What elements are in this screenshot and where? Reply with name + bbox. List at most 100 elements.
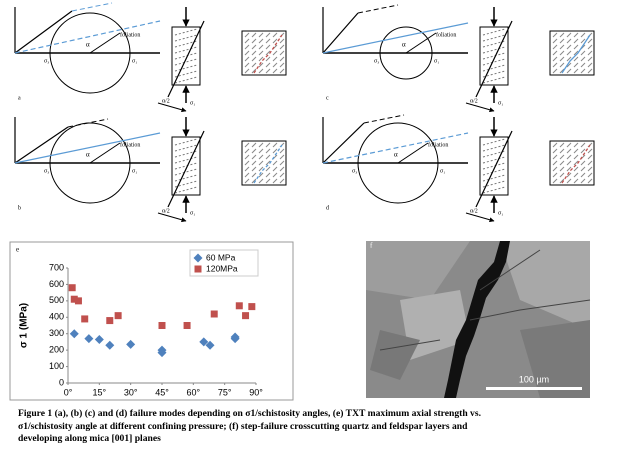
grain [566, 32, 572, 38]
sem-image [366, 241, 591, 398]
grain [587, 68, 593, 74]
grain [587, 160, 593, 166]
grain [251, 32, 257, 38]
data-point [106, 317, 114, 325]
grain [580, 142, 586, 148]
grain [265, 62, 271, 68]
data-point [205, 340, 215, 350]
x-tick-label: 30° [124, 387, 138, 397]
panel-label: b [18, 205, 21, 211]
grain [251, 44, 257, 50]
specimen [171, 136, 201, 196]
grain [258, 154, 264, 160]
data-point [199, 337, 209, 347]
data-point [81, 315, 89, 323]
grain [552, 38, 558, 44]
alpha-label: α [86, 41, 90, 49]
mohr-circle [379, 26, 433, 80]
grain [552, 154, 558, 160]
grain [272, 62, 278, 68]
grain [265, 68, 271, 74]
data-point [69, 329, 79, 339]
y-tick-label: 0 [59, 377, 64, 387]
data-point [94, 334, 104, 344]
grain [573, 62, 579, 68]
grain [251, 142, 257, 148]
data-point [230, 332, 240, 342]
angle-arc [465, 102, 495, 113]
grain [566, 62, 572, 68]
grain [559, 172, 565, 178]
x-tick-label: 15° [93, 387, 107, 397]
half-alpha-label: α/2 [470, 208, 478, 214]
crack [253, 144, 283, 184]
panel-label: f [370, 242, 373, 250]
grain [279, 62, 285, 68]
sigma3-label: σ₃ [44, 58, 49, 64]
grain [272, 56, 278, 62]
x-tick-label: 45° [155, 387, 169, 397]
chart-frame [9, 241, 294, 401]
specimen [479, 136, 509, 196]
grain [587, 166, 593, 172]
grain [272, 38, 278, 44]
sigma1-rect-label: σ₁ [498, 100, 503, 106]
data-point [248, 303, 256, 311]
grain [587, 148, 593, 154]
failure-diagram: foliation α σ₃ σ₁ b α/2 σ₁ [14, 117, 287, 223]
grain [251, 56, 257, 62]
envelope-dashed [67, 118, 109, 128]
grain [559, 68, 565, 74]
grain [244, 148, 250, 154]
grain [580, 62, 586, 68]
legend-marker [193, 253, 203, 263]
grain [279, 178, 285, 184]
grain [566, 160, 572, 166]
grain [244, 68, 250, 74]
y-tick-label: 500 [49, 295, 64, 305]
grain [566, 154, 572, 160]
thin-section [549, 140, 595, 186]
grain [573, 142, 579, 148]
grain [566, 50, 572, 56]
x-tick-label: 90° [249, 387, 263, 397]
panel-label: e [16, 246, 19, 254]
data-point [242, 312, 250, 320]
grain [272, 50, 278, 56]
y-tick-label: 100 [49, 361, 64, 371]
y-tick-label: 600 [49, 279, 64, 289]
grain [265, 142, 271, 148]
grain [573, 148, 579, 154]
grain [552, 44, 558, 50]
grain [279, 154, 285, 160]
data-point [68, 284, 76, 292]
grain [566, 178, 572, 184]
scale-label: 100 µm [519, 374, 549, 384]
grain [587, 172, 593, 178]
data-point [158, 322, 166, 329]
x-tick-label: 75° [218, 387, 232, 397]
data-point [84, 334, 94, 344]
foliation-label: foliation [428, 141, 448, 148]
caption-line: Figure 1 (a), (b) (c) and (d) failure mo… [18, 408, 481, 419]
sigma1-label: σ₁ [132, 168, 137, 174]
grain [587, 44, 593, 50]
grain [265, 154, 271, 160]
envelope [14, 10, 73, 54]
grain [587, 62, 593, 68]
grain [552, 160, 558, 166]
grain [573, 68, 579, 74]
grain [559, 142, 565, 148]
data-point [126, 339, 136, 349]
fracture [167, 20, 205, 98]
grain [258, 32, 264, 38]
grain [244, 154, 250, 160]
grain [566, 38, 572, 44]
radius [397, 142, 429, 164]
grain [573, 38, 579, 44]
data-point [210, 310, 218, 318]
half-alpha-label: α/2 [470, 98, 478, 104]
foliation-label: foliation [120, 31, 140, 38]
grain [279, 160, 285, 166]
